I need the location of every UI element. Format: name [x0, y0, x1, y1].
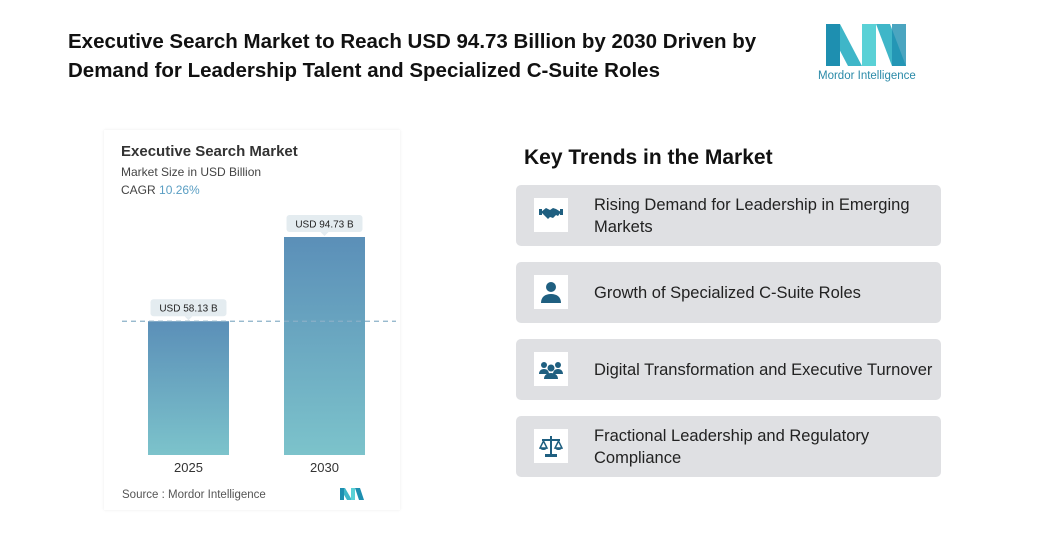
page-title: Executive Search Market to Reach USD 94.… [68, 30, 757, 82]
cagr-value: 10.26% [159, 183, 200, 197]
source-logo-icon [340, 488, 364, 500]
bar-chart: USD 58.13 B 2025 USD 94.73 B 2030 [122, 215, 396, 475]
data-label: USD 94.73 B [295, 220, 354, 231]
trend-label: Rising Demand for Leadership in Emerging… [594, 195, 910, 236]
icon-box [534, 352, 568, 386]
bar-2030 [284, 237, 365, 455]
bar-2025 [148, 321, 229, 455]
person-icon [541, 282, 561, 303]
data-label-bg [150, 299, 227, 317]
cagr: CAGR 10.26% [121, 183, 200, 197]
scales-icon [539, 436, 563, 457]
icon-box [534, 198, 568, 232]
chart-panel: Executive Search Market Market Size in U… [104, 130, 400, 510]
trend-label: Growth of Specialized C-Suite Roles [594, 283, 861, 302]
trends-heading: Key Trends in the Market [524, 146, 773, 169]
data-label-bg [286, 215, 363, 232]
chart-subtitle: Market Size in USD Billion [121, 165, 262, 179]
trend-card: Rising Demand for Leadership in Emerging… [516, 185, 941, 246]
icon-box [534, 275, 568, 309]
source-note: Source : Mordor Intelligence [122, 489, 266, 501]
handshake-icon [539, 208, 563, 219]
trend-card: Digital Transformation and Executive Tur… [516, 339, 941, 400]
trend-label: Digital Transformation and Executive Tur… [594, 360, 933, 379]
cagr-label: CAGR [121, 183, 156, 197]
x-tick-label: 2030 [310, 460, 339, 475]
logo-text: Mordor Intelligence [818, 70, 916, 82]
icon-box [534, 429, 568, 463]
data-label-pointer [320, 232, 329, 236]
x-tick-label: 2025 [174, 460, 203, 475]
trend-card: Fractional Leadership and Regulatory Com… [516, 416, 941, 477]
group-icon [539, 362, 563, 379]
trend-card: Growth of Specialized C-Suite Roles [516, 262, 941, 323]
data-label-pointer [184, 316, 193, 321]
data-label: USD 58.13 B [159, 304, 218, 315]
trend-label: Fractional Leadership and Regulatory Com… [594, 426, 870, 467]
mordor-logo [826, 24, 906, 66]
chart-title: Executive Search Market [121, 143, 298, 160]
